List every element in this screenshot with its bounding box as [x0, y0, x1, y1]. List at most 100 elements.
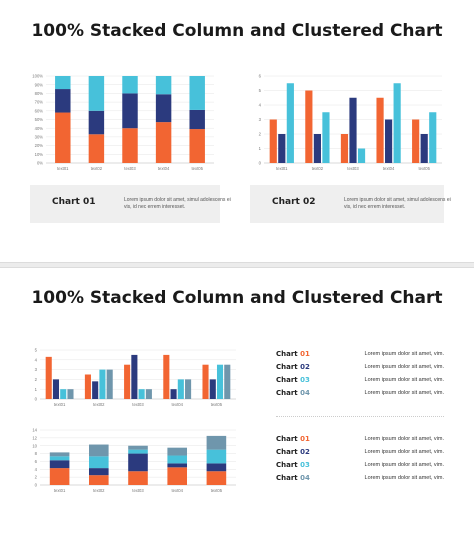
legend-number: 04: [300, 389, 310, 397]
bar: [60, 389, 67, 399]
bar: [412, 119, 420, 163]
y-tick-label: 40%: [35, 126, 44, 131]
y-tick-label: 14: [32, 428, 37, 433]
bar-segment: [189, 109, 205, 130]
y-tick-label: 2: [35, 475, 38, 480]
legend-text: Lorem ipsum dolor sit amet, vim.: [364, 449, 444, 455]
y-tick-label: 2: [35, 377, 38, 382]
y-tick-label: 1: [259, 146, 262, 151]
bar-segment: [55, 112, 71, 163]
legend-text: Lorem ipsum dolor sit amet, vim.: [364, 377, 444, 383]
legend-label: Chart 03: [276, 461, 310, 469]
y-tick-label: 0%: [37, 161, 43, 166]
bar-segment: [122, 76, 138, 94]
bar: [185, 379, 192, 399]
y-tick-label: 4: [259, 103, 262, 108]
x-tick-label: text04: [383, 166, 395, 171]
bar-segment: [49, 452, 70, 457]
bar-segment: [206, 471, 227, 485]
x-tick-label: text03: [347, 166, 359, 171]
caption-text: Lorem ipsum dolor sit amet, simul adoles…: [344, 197, 451, 210]
bar: [269, 119, 277, 163]
bar: [429, 112, 437, 163]
y-tick-label: 0: [35, 483, 38, 488]
legend-number: 02: [300, 363, 310, 371]
bar: [92, 381, 99, 399]
chart-03-clustered: 0 1 2 3 4 5 text01 text02 text03 text04 text05: [35, 348, 236, 407]
legend-label: Chart 04: [276, 389, 310, 397]
bar-segment: [88, 110, 105, 135]
bar: [170, 389, 177, 399]
x-tick-label: text01: [54, 488, 66, 493]
bar: [313, 134, 321, 163]
bar-segment: [49, 468, 70, 485]
x-tick-label: text02: [93, 402, 105, 407]
bar-segment: [89, 468, 109, 476]
bar: [99, 369, 106, 399]
y-tick-label: 10%: [35, 152, 44, 157]
y-tick-label: 4: [35, 467, 38, 472]
legend-item: Chart 02 Lorem ipsum dolor sit amet, vim.: [276, 448, 444, 460]
bar-segment: [206, 463, 227, 472]
legend-number: 02: [300, 448, 310, 456]
bar-segment: [167, 463, 187, 468]
x-tick-label: text03: [124, 166, 136, 171]
bar-segment: [55, 76, 71, 90]
bar-segment: [49, 456, 70, 461]
caption-chart-02: Chart 02 Lorem ipsum dolor sit amet, sim…: [250, 185, 451, 223]
legend-separator: [276, 416, 444, 417]
legend-label: Chart 02: [276, 448, 310, 456]
bar-segment: [49, 460, 70, 469]
bar: [357, 148, 366, 163]
chart-01-stacked-percent: 0% 10% 20% 30% 40% 50% 60% 70% 80% 90% 100% text01 t…: [32, 74, 214, 171]
legend-word: Chart: [276, 376, 301, 384]
legend-label: Chart 01: [276, 350, 310, 358]
bar: [216, 364, 224, 399]
y-tick-label: 10: [32, 443, 37, 448]
legend-number: 01: [300, 435, 310, 443]
legend-number: 03: [300, 461, 310, 469]
y-tick-label: 0: [35, 397, 38, 402]
legend-item: Chart 03 Lorem ipsum dolor sit amet, vim.: [276, 376, 444, 388]
x-tick-label: text04: [158, 166, 170, 171]
bar: [106, 369, 113, 399]
bar: [349, 97, 357, 163]
y-tick-label: 100%: [32, 74, 43, 79]
bar-segment: [155, 76, 172, 95]
y-tick-label: 70%: [35, 100, 44, 105]
bar: [376, 97, 384, 163]
bar: [224, 364, 231, 399]
bar: [124, 364, 131, 399]
bar-segment: [167, 447, 187, 456]
bar: [202, 364, 209, 399]
y-tick-label: 8: [35, 451, 38, 456]
bar-segment: [55, 89, 71, 113]
legend-text: Lorem ipsum dolor sit amet, vim.: [364, 390, 444, 396]
y-tick-label: 4: [35, 357, 38, 362]
bar: [45, 356, 52, 399]
slide-1: 100% Stacked Column and Clustered Chart …: [0, 0, 474, 262]
legend-word: Chart: [276, 363, 301, 371]
x-tick-label: text03: [132, 488, 144, 493]
y-tick-label: 20%: [35, 143, 44, 148]
bar: [322, 112, 330, 163]
legend-word: Chart: [276, 435, 301, 443]
y-tick-label: 5: [35, 348, 38, 353]
legend-number: 01: [300, 350, 310, 358]
caption-title: Chart 01: [52, 197, 96, 207]
bar-segment: [206, 449, 227, 464]
slide-2: 100% Stacked Column and Clustered Chart …: [0, 268, 474, 535]
x-tick-label: text01: [54, 402, 66, 407]
bar-segment: [189, 76, 205, 110]
y-tick-label: 2: [259, 132, 262, 137]
slide-2-title: 100% Stacked Column and Clustered Chart: [31, 288, 443, 308]
y-tick-label: 3: [259, 117, 262, 122]
bar-segment: [88, 134, 105, 163]
chart-02-clustered: 0 1 2 3 4 5 6 text01 text02 text03 text04 text05: [259, 74, 442, 171]
legend-item: Chart 02 Lorem ipsum dolor sit amet, vim.: [276, 363, 444, 375]
legend-label: Chart 02: [276, 363, 310, 371]
y-tick-label: 5: [259, 88, 262, 93]
legend-text: Lorem ipsum dolor sit amet, vim.: [364, 351, 444, 357]
bar: [67, 389, 74, 399]
x-tick-label: text04: [171, 488, 183, 493]
